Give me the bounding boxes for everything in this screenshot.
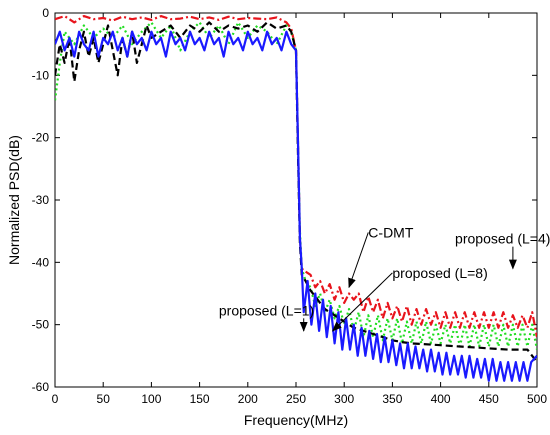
annotation-label: proposed (L=4)	[455, 231, 550, 247]
y-tick-label: -30	[32, 193, 50, 207]
y-tick-label: -40	[32, 255, 50, 269]
series-group	[55, 15, 537, 382]
axis-ticks: 0 50 100 150 200 250 300 350 400 450 500 0 -10 -20 -30…	[32, 6, 548, 406]
y-tick-label: -60	[32, 380, 50, 394]
x-tick-label: 150	[190, 392, 210, 406]
x-tick-label: 300	[334, 392, 354, 406]
y-tick-label: 0	[42, 6, 49, 20]
series-line-2	[55, 21, 537, 363]
y-tick-label: -50	[32, 318, 50, 332]
x-tick-label: 250	[286, 392, 306, 406]
x-tick-label: 400	[431, 392, 451, 406]
series-line-3	[55, 30, 537, 382]
series-line-0	[55, 15, 537, 338]
x-axis-title: Frequency(MHz)	[244, 412, 348, 428]
y-tick-label: -10	[32, 68, 50, 82]
annotation-label: proposed (L=8)	[392, 265, 487, 281]
annotation-arrow	[348, 232, 369, 289]
y-axis-title: Normalized PSD(dB)	[6, 135, 22, 265]
x-tick-label: 200	[238, 392, 258, 406]
annotation-label: C-DMT	[368, 224, 414, 240]
x-tick-label: 50	[97, 392, 111, 406]
annotation-label: proposed (L=1)	[219, 302, 314, 318]
annotation-group: C-DMT proposed (L=4) proposed (L=8) propose…	[219, 224, 550, 332]
x-tick-label: 500	[527, 392, 547, 406]
x-tick-label: 450	[479, 392, 499, 406]
x-tick-label: 100	[141, 392, 161, 406]
annotation-arrow	[331, 272, 393, 332]
x-tick-label: 350	[382, 392, 402, 406]
x-tick-label: 0	[52, 392, 59, 406]
y-tick-label: -20	[32, 131, 50, 145]
